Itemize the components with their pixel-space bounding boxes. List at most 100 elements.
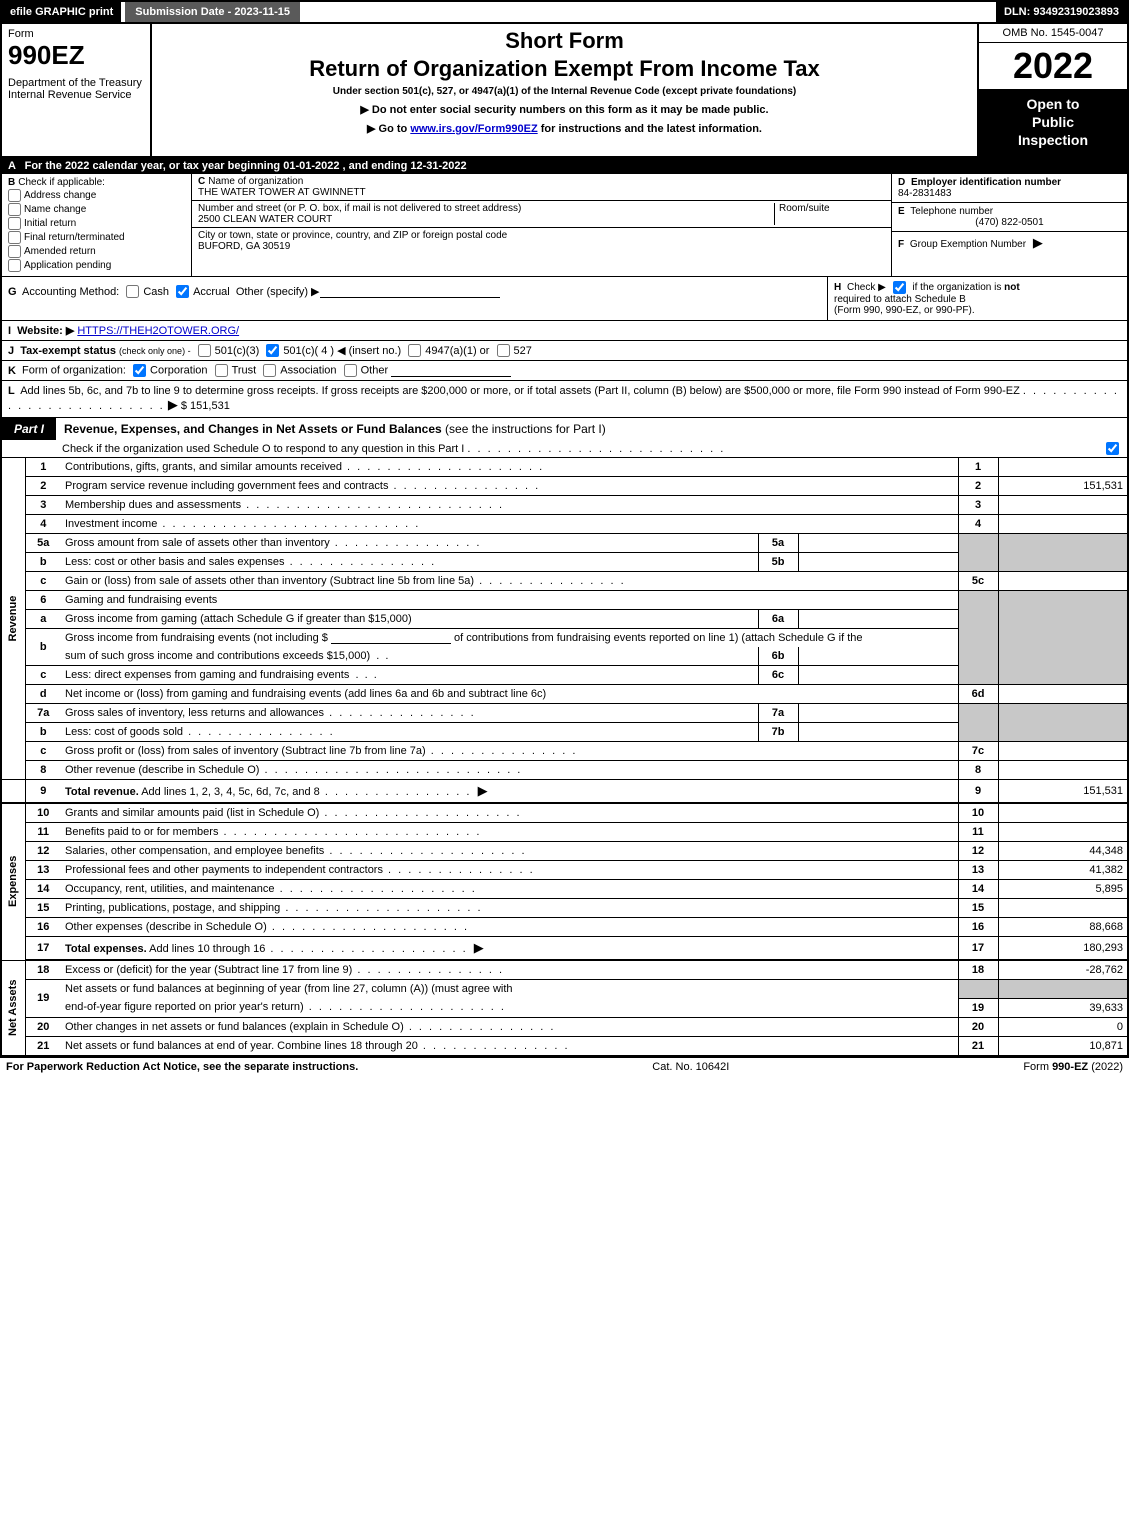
l5b-no: b bbox=[25, 553, 61, 572]
l11-text: Benefits paid to or for members bbox=[65, 826, 218, 838]
street-label: Number and street (or P. O. box, if mail… bbox=[198, 203, 770, 214]
open-to-public: Open to Public Inspection bbox=[979, 89, 1127, 156]
l13-text: Professional fees and other payments to … bbox=[65, 864, 383, 876]
l6c-subval bbox=[798, 666, 958, 685]
l16-dots bbox=[267, 921, 469, 933]
chk-amended-return[interactable]: Amended return bbox=[8, 245, 185, 258]
chk-address-change-box[interactable] bbox=[8, 189, 21, 202]
l5c-num: 5c bbox=[958, 572, 998, 591]
l6c-no: c bbox=[25, 666, 61, 685]
chk-corporation[interactable] bbox=[133, 364, 146, 377]
l12-text: Salaries, other compensation, and employ… bbox=[65, 845, 324, 857]
l10-dots bbox=[319, 807, 521, 819]
l18-text: Excess or (deficit) for the year (Subtra… bbox=[65, 964, 352, 976]
line-5a: 5a Gross amount from sale of assets othe… bbox=[1, 534, 1128, 553]
l11-num: 11 bbox=[958, 823, 998, 842]
part-i-title: Revenue, Expenses, and Changes in Net As… bbox=[56, 418, 1127, 440]
l12-val: 44,348 bbox=[998, 842, 1128, 861]
chk-amended-return-box[interactable] bbox=[8, 245, 21, 258]
c-city-row: City or town, state or province, country… bbox=[192, 228, 891, 254]
c-street-row: Number and street (or P. O. box, if mail… bbox=[192, 201, 891, 228]
chk-address-change[interactable]: Address change bbox=[8, 189, 185, 202]
chk-501c[interactable] bbox=[266, 344, 279, 357]
e-row: E Telephone number (470) 822-0501 bbox=[892, 203, 1127, 232]
l5c-val bbox=[998, 572, 1128, 591]
k-o1: Corporation bbox=[150, 365, 207, 377]
chk-application-pending[interactable]: Application pending bbox=[8, 259, 185, 272]
l5a-dots bbox=[330, 537, 482, 549]
j-o2: 501(c)( 4 ) ◀ (insert no.) bbox=[283, 345, 401, 357]
chk-schedule-b[interactable] bbox=[893, 281, 906, 294]
l2-dots bbox=[388, 480, 540, 492]
chk-application-pending-box[interactable] bbox=[8, 259, 21, 272]
chk-initial-return[interactable]: Initial return bbox=[8, 217, 185, 230]
l6-text: Gaming and fundraising events bbox=[61, 591, 958, 610]
ssn-note: ▶ Do not enter social security numbers o… bbox=[162, 103, 967, 116]
goto-suffix: for instructions and the latest informat… bbox=[538, 123, 762, 135]
e-text: Telephone number bbox=[910, 206, 993, 217]
header-left: Form 990EZ Department of the Treasury In… bbox=[2, 24, 152, 156]
l15-val bbox=[998, 899, 1128, 918]
chk-other-org[interactable] bbox=[344, 364, 357, 377]
chk-trust[interactable] bbox=[215, 364, 228, 377]
line-5c: c Gain or (loss) from sale of assets oth… bbox=[1, 572, 1128, 591]
l5c-no: c bbox=[25, 572, 61, 591]
l7a-no: 7a bbox=[25, 704, 61, 723]
line-2: 2 Program service revenue including gove… bbox=[1, 477, 1128, 496]
chk-schedule-o[interactable] bbox=[1106, 442, 1119, 455]
irs-link[interactable]: www.irs.gov/Form990EZ bbox=[410, 123, 537, 135]
l17-val: 180,293 bbox=[998, 937, 1128, 961]
l14-text: Occupancy, rent, utilities, and maintena… bbox=[65, 883, 275, 895]
efile-button[interactable]: efile GRAPHIC print bbox=[2, 2, 121, 22]
l16-no: 16 bbox=[25, 918, 61, 937]
chk-name-change[interactable]: Name change bbox=[8, 203, 185, 216]
l6b-no: b bbox=[25, 629, 61, 666]
l12-num: 12 bbox=[958, 842, 998, 861]
opt3-label: Initial return bbox=[24, 218, 76, 229]
form-number: 990EZ bbox=[8, 40, 144, 71]
l10-num: 10 bbox=[958, 803, 998, 823]
chk-name-change-box[interactable] bbox=[8, 203, 21, 216]
chk-501c3[interactable] bbox=[198, 344, 211, 357]
col-def: D Employer identification number 84-2831… bbox=[892, 174, 1127, 276]
room-label: Room/suite bbox=[775, 203, 885, 225]
l18-no: 18 bbox=[25, 960, 61, 980]
chk-cash[interactable] bbox=[126, 285, 139, 298]
row-k: K Form of organization: Corporation Trus… bbox=[0, 361, 1129, 381]
g-text: Accounting Method: bbox=[22, 286, 119, 298]
l1-val bbox=[998, 458, 1128, 477]
l7c-val bbox=[998, 742, 1128, 761]
website-link[interactable]: HTTPS://THEH2OTOWER.ORG/ bbox=[77, 325, 239, 337]
l1-num: 1 bbox=[958, 458, 998, 477]
footer-right-pre: Form bbox=[1023, 1061, 1052, 1073]
chk-accrual[interactable] bbox=[176, 285, 189, 298]
chk-association[interactable] bbox=[263, 364, 276, 377]
l6d-num: 6d bbox=[958, 685, 998, 704]
phone-value: (470) 822-0501 bbox=[898, 217, 1121, 228]
l-text: Add lines 5b, 6c, and 7b to line 9 to de… bbox=[20, 385, 1020, 397]
chk-initial-return-box[interactable] bbox=[8, 217, 21, 230]
d-label: D bbox=[898, 177, 905, 188]
l9-pre: Total revenue. bbox=[65, 786, 139, 798]
h-not: not bbox=[1004, 282, 1020, 293]
f-label: F bbox=[898, 239, 904, 250]
chk-527[interactable] bbox=[497, 344, 510, 357]
i-label: I bbox=[8, 325, 11, 337]
l7-grayval bbox=[998, 704, 1128, 742]
h-text2: if the organization is bbox=[912, 282, 1004, 293]
l8-text: Other revenue (describe in Schedule O) bbox=[65, 764, 259, 776]
l7b-text: Less: cost of goods sold bbox=[65, 726, 183, 738]
k-o3: Association bbox=[280, 365, 336, 377]
l6a-subval bbox=[798, 610, 958, 629]
l13-no: 13 bbox=[25, 861, 61, 880]
l5c-dots bbox=[474, 575, 626, 587]
l1-no: 1 bbox=[25, 458, 61, 477]
dept-treasury: Department of the Treasury bbox=[8, 77, 144, 89]
l3-text: Membership dues and assessments bbox=[65, 499, 241, 511]
chk-4947[interactable] bbox=[408, 344, 421, 357]
l6-gray bbox=[958, 591, 998, 685]
line-7a: 7a Gross sales of inventory, less return… bbox=[1, 704, 1128, 723]
l4-text: Investment income bbox=[65, 518, 157, 530]
chk-final-return-box[interactable] bbox=[8, 231, 21, 244]
chk-final-return[interactable]: Final return/terminated bbox=[8, 231, 185, 244]
